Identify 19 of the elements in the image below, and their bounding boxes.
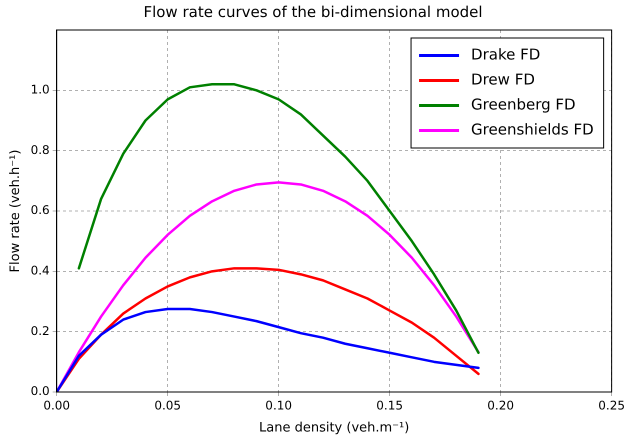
y-tick-label: 0.6 bbox=[30, 203, 50, 218]
y-tick-label: 0.2 bbox=[30, 324, 50, 338]
x-tick-label: 0.20 bbox=[487, 398, 514, 412]
x-tick-label: 0.10 bbox=[265, 398, 292, 412]
chart-title: Flow rate curves of the bi-dimensional model bbox=[143, 2, 483, 21]
x-tick-label: 0.15 bbox=[376, 398, 404, 412]
y-tick-label: 0.4 bbox=[30, 263, 50, 278]
legend-label: Greenshields FD bbox=[471, 120, 594, 138]
x-tick-label: 0.05 bbox=[154, 398, 182, 412]
x-tick-label: 0.25 bbox=[598, 398, 625, 412]
x-axis-title: Lane density (veh.m⁻¹) bbox=[259, 420, 410, 436]
y-tick-label: 0.0 bbox=[30, 384, 50, 398]
y-axis-title: Flow rate (veh.h⁻¹) bbox=[8, 150, 24, 272]
legend-label: Greenberg FD bbox=[471, 95, 576, 114]
y-tick-label: 1.0 bbox=[30, 82, 50, 96]
y-tick-label: 0.8 bbox=[30, 142, 50, 157]
x-tick-label: 0.00 bbox=[43, 398, 70, 412]
legend-label: Drew FD bbox=[471, 70, 535, 88]
legend-label: Drake FD bbox=[471, 45, 540, 64]
